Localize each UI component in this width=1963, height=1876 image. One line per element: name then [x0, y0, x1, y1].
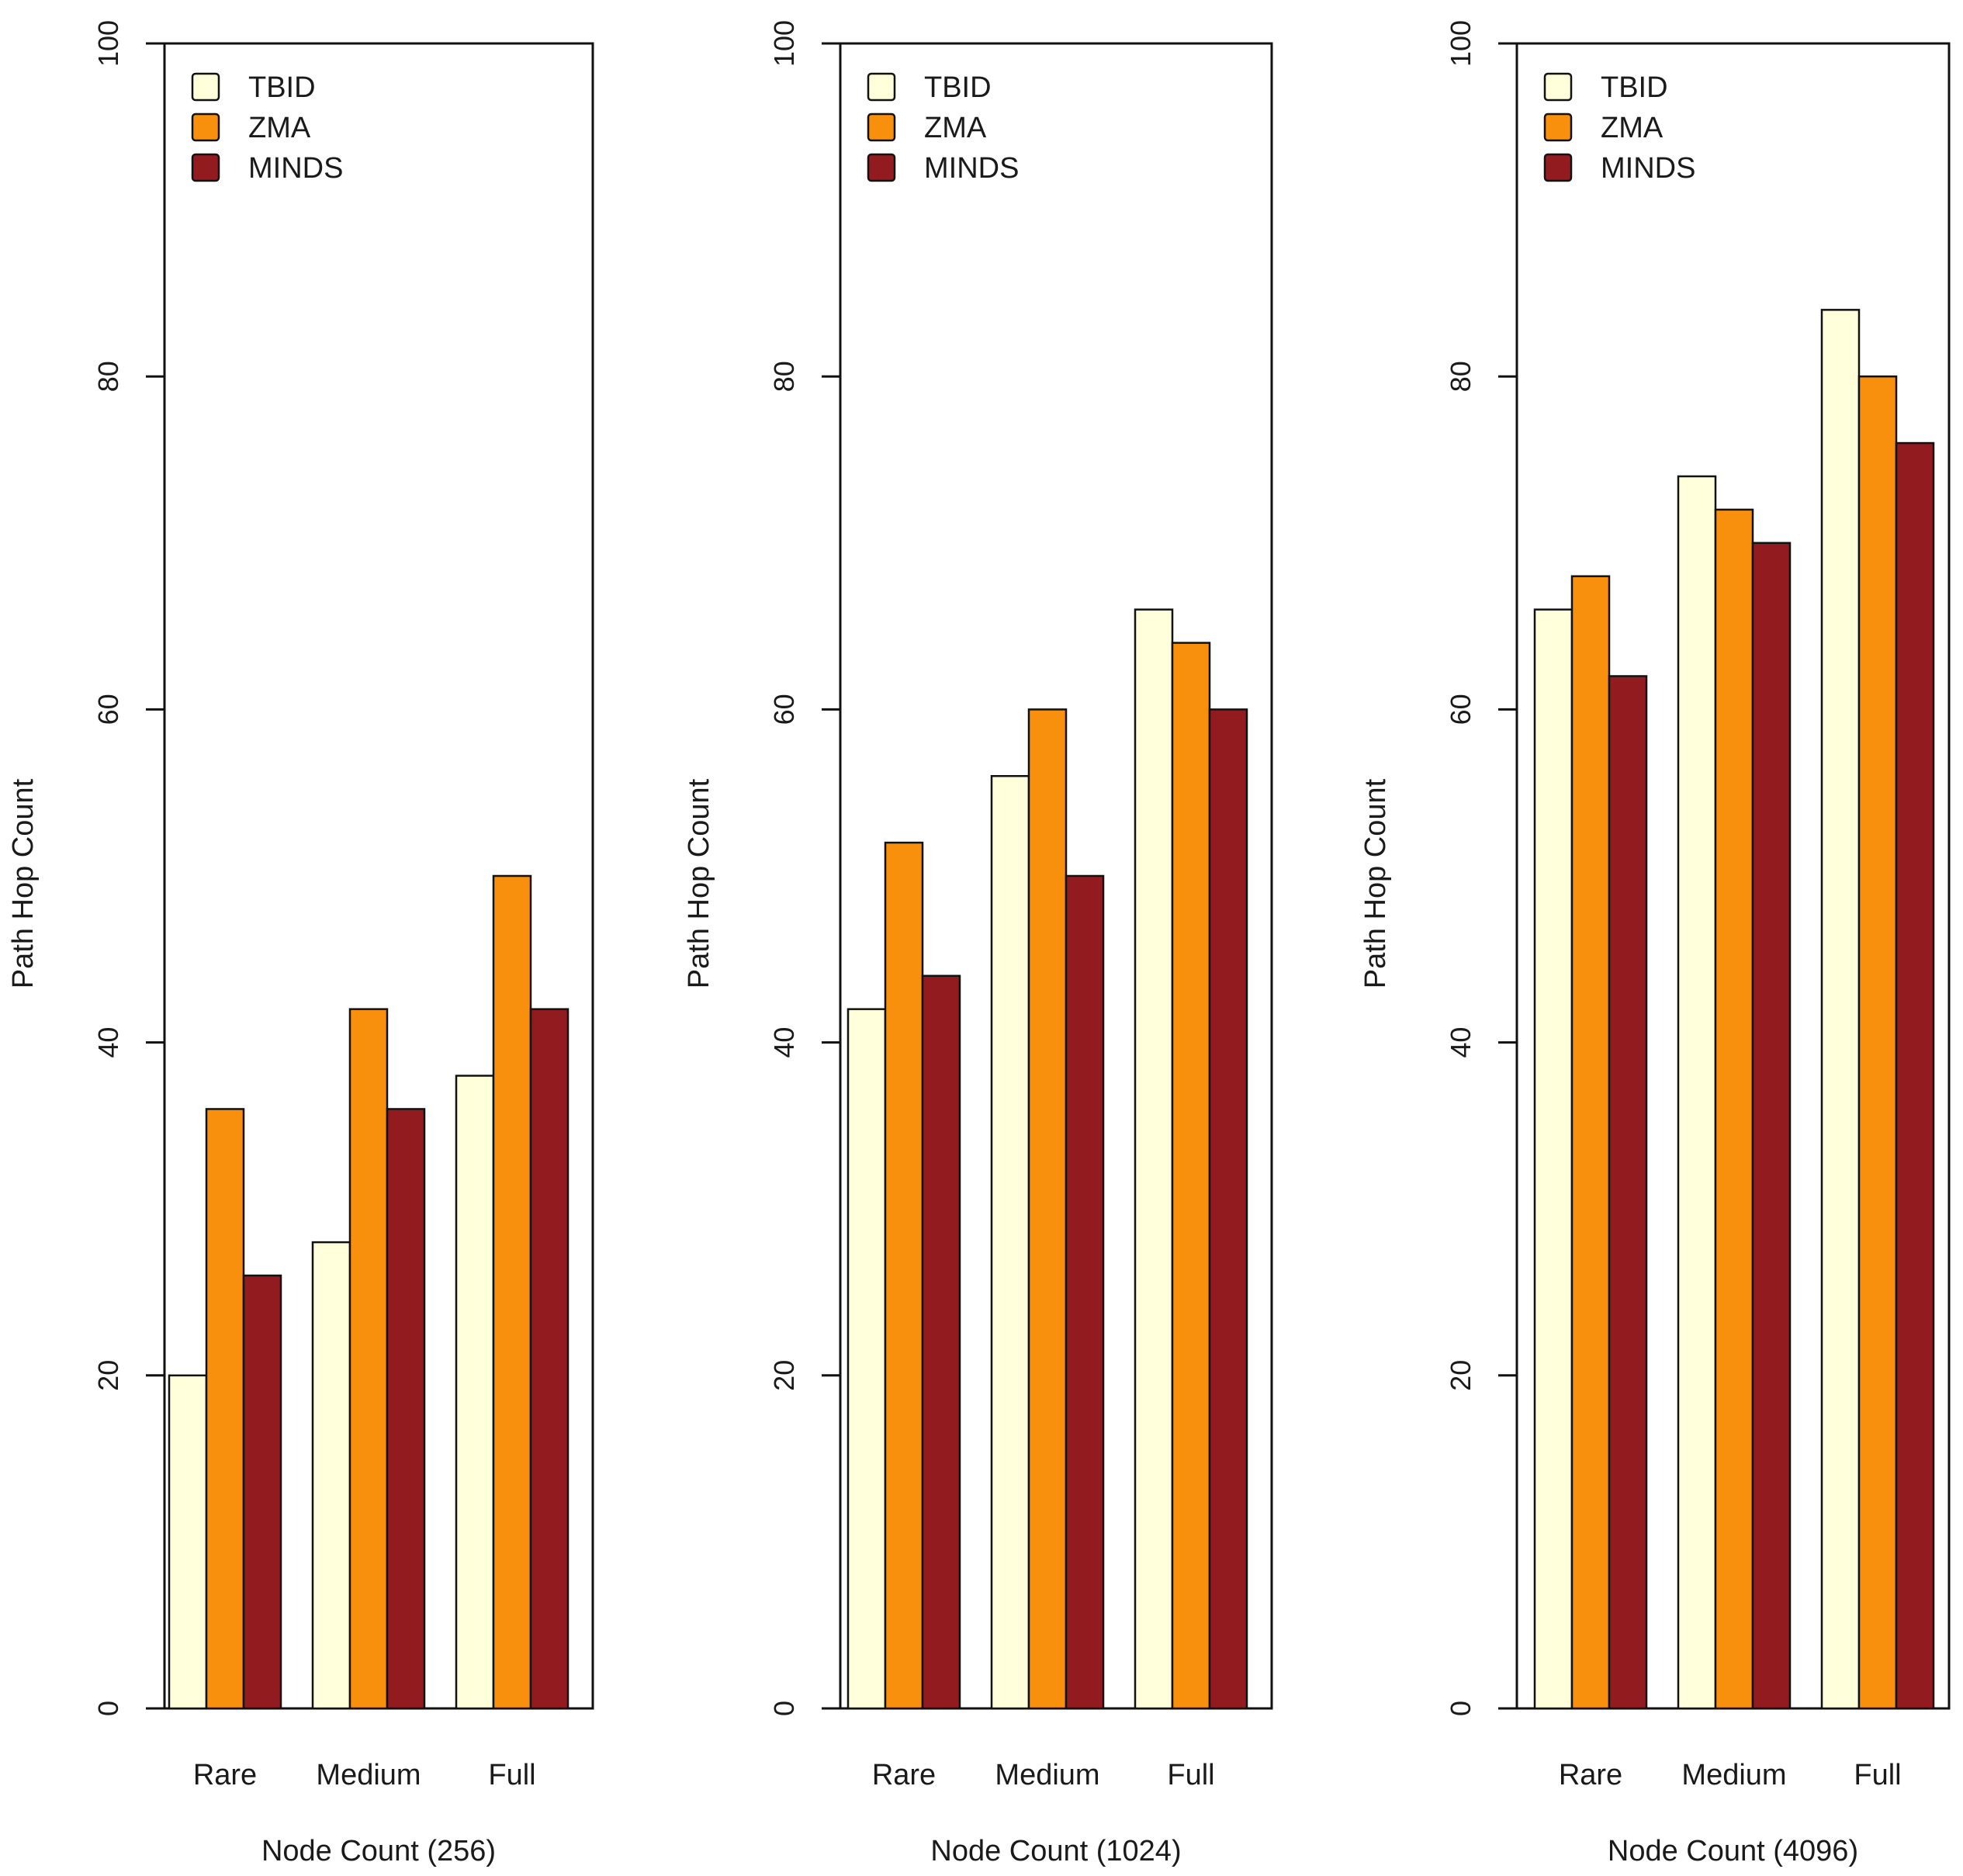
- x-category-label: Full: [488, 1759, 535, 1791]
- bar-zma-rare: [1570, 575, 1611, 1710]
- bar-minds-full: [529, 1008, 570, 1710]
- chart-panel-2: 0 20 40 60 80 100 Path Hop Count Rare Medium Full…: [683, 20, 1273, 1867]
- legend-label-tbid: TBID: [924, 71, 992, 104]
- x-category-label: Medium: [995, 1759, 1099, 1791]
- legend-label-minds: MINDS: [924, 152, 1019, 185]
- legend-swatch-minds: [191, 153, 220, 182]
- bar-zma-medium: [1027, 708, 1068, 1710]
- legend-swatch-tbid: [191, 72, 220, 102]
- bar-tbid-medium: [311, 1241, 351, 1710]
- bar-zma-medium: [1714, 508, 1754, 1710]
- legend: TBID ZMA MINDS: [867, 71, 1019, 185]
- bar-tbid-medium: [990, 774, 1030, 1710]
- bar-tbid-full: [1134, 608, 1174, 1710]
- legend-label-tbid: TBID: [248, 71, 316, 104]
- x-category-label: Rare: [1559, 1759, 1622, 1791]
- x-category-label: Medium: [1681, 1759, 1786, 1791]
- x-category-label: Medium: [316, 1759, 421, 1791]
- bar-tbid-medium: [1677, 475, 1717, 1710]
- legend-label-minds: MINDS: [1601, 152, 1695, 185]
- y-axis-title: Path Hop Count: [1359, 778, 1392, 988]
- bar-minds-rare: [921, 974, 961, 1710]
- bar-minds-medium: [1751, 542, 1792, 1710]
- legend-label-minds: MINDS: [248, 152, 343, 185]
- y-axis-title: Path Hop Count: [7, 778, 40, 988]
- y-axis-title: Path Hop Count: [683, 778, 715, 988]
- bar-minds-medium: [386, 1108, 426, 1710]
- legend: TBID ZMA MINDS: [1543, 71, 1695, 185]
- y-tick-label: 100: [92, 20, 124, 67]
- y-tick-label: 80: [768, 361, 800, 392]
- bar-zma-full: [492, 874, 532, 1710]
- bar-zma-rare: [884, 841, 924, 1710]
- legend-label-tbid: TBID: [1601, 71, 1668, 104]
- bar-zma-full: [1171, 642, 1211, 1710]
- y-tick-label: 60: [1445, 694, 1477, 725]
- x-category-label: Full: [1167, 1759, 1214, 1791]
- legend-swatch-minds: [867, 153, 896, 182]
- bar-zma-medium: [348, 1008, 389, 1710]
- y-tick-label: 40: [768, 1027, 800, 1058]
- bar-zma-full: [1857, 375, 1898, 1710]
- y-tick-label: 20: [768, 1360, 800, 1391]
- y-tick-label: 60: [92, 694, 124, 725]
- y-tick-label: 80: [92, 361, 124, 392]
- legend-label-zma: ZMA: [248, 112, 311, 144]
- y-tick-label: 80: [1445, 361, 1477, 392]
- y-tick-label: 0: [1445, 1701, 1477, 1716]
- bar-minds-rare: [242, 1274, 282, 1710]
- y-tick-label: 100: [768, 20, 800, 67]
- y-tick-label: 0: [92, 1701, 124, 1716]
- x-axis-title: Node Count (256): [261, 1835, 496, 1867]
- x-axis-title: Node Count (1024): [930, 1835, 1181, 1867]
- bar-tbid-full: [455, 1075, 495, 1710]
- x-category-label: Rare: [193, 1759, 257, 1791]
- bar-zma-rare: [205, 1108, 245, 1710]
- y-tick-label: 20: [92, 1360, 124, 1391]
- legend-swatch-tbid: [867, 72, 896, 102]
- bar-minds-full: [1208, 708, 1248, 1710]
- x-category-label: Full: [1854, 1759, 1901, 1791]
- bar-minds-full: [1895, 441, 1935, 1710]
- y-tick-label: 20: [1445, 1360, 1477, 1391]
- legend-swatch-zma: [1543, 112, 1573, 142]
- legend-label-zma: ZMA: [924, 112, 987, 144]
- bar-tbid-rare: [1533, 608, 1574, 1710]
- y-tick-label: 40: [92, 1027, 124, 1058]
- bar-minds-medium: [1065, 874, 1105, 1710]
- legend-swatch-zma: [867, 112, 896, 142]
- chart-panel-1: 0 20 40 60 80 100 Path Hop Count Rare Medium Full…: [7, 20, 594, 1867]
- bar-minds-rare: [1608, 675, 1648, 1710]
- x-category-label: Rare: [872, 1759, 936, 1791]
- bar-tbid-rare: [168, 1374, 208, 1710]
- legend-swatch-minds: [1543, 153, 1573, 182]
- chart-panel-3: 0 20 40 60 80 100 Path Hop Count Rare Medium Full…: [1359, 20, 1951, 1867]
- bar-tbid-rare: [846, 1008, 887, 1710]
- y-tick-label: 0: [768, 1701, 800, 1716]
- y-tick-label: 60: [768, 694, 800, 725]
- legend: TBID ZMA MINDS: [191, 71, 343, 185]
- legend-swatch-zma: [191, 112, 220, 142]
- y-tick-label: 100: [1445, 20, 1477, 67]
- legend-label-zma: ZMA: [1601, 112, 1664, 144]
- bar-tbid-full: [1820, 309, 1861, 1710]
- x-axis-title: Node Count (4096): [1608, 1835, 1858, 1867]
- y-tick-label: 40: [1445, 1027, 1477, 1058]
- legend-swatch-tbid: [1543, 72, 1573, 102]
